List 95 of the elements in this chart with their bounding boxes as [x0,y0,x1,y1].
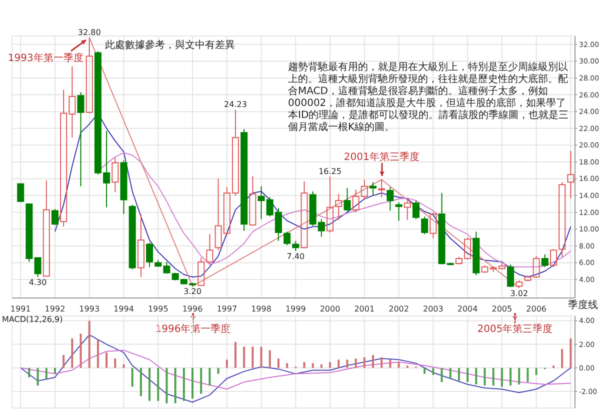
bar [122,364,125,368]
x-tick-label: 2006 [526,304,546,314]
bar [561,349,564,368]
annotation: 趨勢背馳最有用的，就是用在大級別上，特別是至少周線級別以上的。這種大級別背馳所發現的，往往就是歷史性的大底部。配合MACD，這種背馳是很容易判斷的。這種例子太多，例如000002，誰都知道該股是大牛股，但這牛股的底部，如果學了本ID的理論，是誰都可以發現的。請看該股的季線圖，也就是三個月當成一根K線的圖。 [288,62,570,134]
bar [389,360,392,368]
bar [320,364,322,368]
bar [466,368,469,382]
candlestick [292,240,300,252]
text: 4.30 [28,278,47,287]
bar [260,346,262,368]
bar [500,368,503,387]
annotation: 1993年第一季度 [8,52,84,65]
bar [449,368,452,379]
bar [226,360,228,368]
x-tick-label: 1991 [10,304,31,314]
bar [88,320,90,368]
bar [312,363,314,368]
bar [372,354,374,368]
bar [192,368,194,399]
bar [458,368,460,381]
bar [398,362,400,368]
x-tick-label: 1993 [79,304,100,314]
bar [363,357,366,368]
bar [131,368,134,387]
bar [526,368,529,382]
bar [338,360,340,368]
x-tick-label: 1992 [44,304,66,314]
bar [80,334,82,368]
bar [303,362,306,368]
bar [518,368,520,384]
text: 24.23 [224,100,247,109]
bar [535,368,538,375]
bar [484,368,486,386]
bar [268,350,271,368]
x-tick-label: 1997 [216,304,238,314]
x-tick-label: 2004 [457,304,478,314]
text: 32.80 [78,28,101,37]
x-tick-label: 2001 [354,304,375,314]
candlestick [137,214,144,278]
text: 季度线 [568,300,598,312]
bar [28,368,30,378]
bar [329,362,332,368]
bar [114,358,116,368]
bar [440,368,443,382]
bar [106,352,108,368]
text: 16.25 [318,166,342,176]
line-series [20,350,572,390]
bar [380,357,383,368]
bar [346,360,348,368]
bar [200,368,202,394]
text: 7.40 [286,252,305,261]
bar [182,368,185,401]
bar [243,346,246,368]
text: 3.20 [184,287,202,296]
chart-title: MACD(12,26,9) [2,315,63,324]
x-tick-label: 2003 [422,304,444,314]
bar [36,368,39,386]
bar [492,368,494,386]
candlestick [386,186,394,212]
bar [432,368,434,375]
x-tick-label: 2005 [492,304,512,314]
bar [208,368,211,386]
annotation: 此處數據參考，與文中有差異 [105,40,236,52]
bar [475,368,478,384]
bar [54,368,56,374]
bar [140,368,142,396]
bar [424,368,426,374]
candlestick [370,182,377,196]
bar [570,338,572,368]
x-tick-label: 1996 [182,304,203,314]
bar [252,346,254,368]
bar [45,368,48,379]
bar [166,368,168,404]
candlestick [112,157,119,193]
bar [96,340,99,368]
bar [71,338,74,368]
x-tick-label: 1999 [285,304,306,314]
annotation: 2001年第三季度 [342,150,420,164]
x-tick-label: 1995 [148,304,168,314]
x-tick-label: 2002 [388,304,409,314]
bar [217,368,220,374]
bar [510,368,512,386]
line-series [20,334,572,403]
x-tick-label: 2000 [320,304,340,314]
bar [286,363,288,368]
bar [148,368,151,401]
candlestick [240,128,248,232]
x-tick-label: 1994 [114,304,134,314]
x-tick-label: 1998 [251,304,272,314]
bar [174,368,176,404]
bar [234,342,236,368]
bar [157,368,160,401]
bar [354,358,357,368]
bar [277,358,280,368]
text: 3.02 [510,288,528,298]
